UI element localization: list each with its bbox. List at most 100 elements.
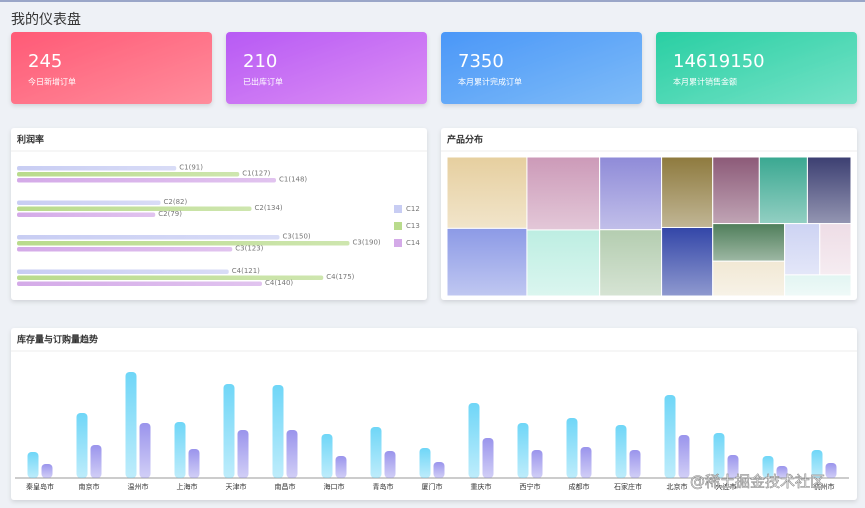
treemap-cell	[599, 156, 663, 231]
cards: 245 今日新增订单 210 已出库订单 7350 本月累计完成订单 14619150 本月累…	[11, 32, 857, 104]
bar	[17, 200, 161, 205]
kpi-label: 已出库订单	[243, 77, 283, 87]
value-label: C1(148)	[279, 176, 307, 184]
kpi-label: 本月累计完成订单	[458, 77, 522, 87]
treemap-cell	[712, 156, 760, 225]
bar	[419, 448, 431, 478]
kpi-card	[656, 32, 857, 104]
bar	[17, 281, 262, 286]
bar	[41, 464, 53, 478]
bar	[468, 403, 480, 478]
bar	[17, 172, 240, 177]
treemap-cell	[526, 229, 601, 297]
bar	[629, 450, 641, 478]
bar	[139, 423, 151, 478]
treemap-cell	[806, 156, 852, 225]
legend-swatch	[394, 239, 402, 247]
treemap-cell	[526, 156, 601, 231]
bar	[188, 449, 200, 478]
x-tick-label: 厦门市	[422, 482, 443, 491]
value-label: C2(82)	[164, 198, 188, 206]
kpi-value: 210	[243, 51, 277, 72]
bar	[17, 269, 229, 274]
treemap-cell	[819, 223, 852, 276]
panel	[11, 128, 427, 300]
x-tick-label: 天津市	[226, 482, 247, 491]
bar	[174, 422, 186, 478]
value-label: C4(140)	[265, 279, 293, 287]
value-label: C3(190)	[353, 239, 381, 247]
watermark: @稀土掘金技术社区	[690, 473, 825, 491]
bar	[370, 427, 382, 478]
bar	[223, 384, 235, 478]
bar	[17, 212, 156, 217]
value-label: C2(79)	[158, 210, 182, 218]
x-tick-label: 大连市	[716, 482, 737, 491]
x-tick-label: 西宁市	[520, 482, 541, 491]
treemap-cell	[661, 226, 714, 297]
x-tick-label: 杭州市	[814, 482, 835, 491]
bar	[531, 450, 543, 478]
value-label: C2(134)	[255, 204, 283, 212]
legend-swatch	[394, 205, 402, 213]
bar	[125, 372, 137, 478]
value-label: C1(91)	[179, 164, 203, 172]
treemap-cell	[446, 156, 528, 229]
x-tick-label: 成都市	[569, 482, 590, 491]
kpi-value: 14619150	[673, 51, 765, 72]
bar	[76, 413, 88, 478]
bar	[517, 423, 529, 478]
bar	[335, 456, 347, 478]
legend-swatch	[394, 222, 402, 230]
treemap-cell	[784, 274, 852, 297]
bar	[615, 425, 627, 478]
treemap-cell	[758, 156, 808, 225]
x-tick-label: 上海市	[177, 482, 198, 491]
treemap-cell	[599, 229, 663, 297]
page-title: 我的仪表盘	[11, 11, 81, 28]
top-bar	[0, 0, 865, 2]
x-tick-label: 海口市	[324, 482, 345, 491]
kpi-label: 本月累计销售金额	[673, 77, 737, 87]
bar	[566, 418, 578, 478]
kpi-value: 7350	[458, 51, 504, 72]
bar	[713, 433, 725, 478]
bar	[237, 430, 249, 478]
bar	[384, 451, 396, 478]
kpi-card	[11, 32, 212, 104]
value-label: C4(121)	[232, 267, 260, 275]
bar	[482, 438, 494, 478]
bar	[17, 241, 350, 246]
bar	[664, 395, 676, 478]
x-tick-label: 南京市	[79, 482, 100, 491]
value-label: C1(127)	[242, 170, 270, 178]
bar	[286, 430, 298, 478]
bar	[17, 275, 324, 280]
bar	[762, 456, 774, 478]
bar	[17, 178, 276, 183]
legend-label: C13	[406, 222, 420, 230]
bar	[272, 385, 284, 478]
bar	[17, 247, 233, 252]
bar	[433, 462, 445, 478]
legend-label: C12	[406, 205, 420, 213]
x-tick-label: 北京市	[667, 482, 688, 491]
bar	[776, 466, 788, 478]
value-label: C4(175)	[326, 273, 354, 281]
bar	[17, 206, 252, 211]
x-tick-label: 重庆市	[471, 482, 492, 491]
x-tick-label: 秦皇岛市	[26, 482, 54, 491]
treemap-cell	[446, 227, 528, 297]
treemap-cell	[712, 223, 786, 262]
bar	[811, 450, 823, 478]
x-tick-label: 石家庄市	[614, 482, 642, 491]
panel-title: 利润率	[16, 134, 44, 146]
kpi-value: 245	[28, 51, 62, 72]
legend-label: C14	[406, 239, 420, 247]
treemap-cell	[661, 156, 714, 228]
bar	[17, 235, 280, 240]
treemap-cell	[712, 260, 786, 297]
kpi-card	[226, 32, 427, 104]
